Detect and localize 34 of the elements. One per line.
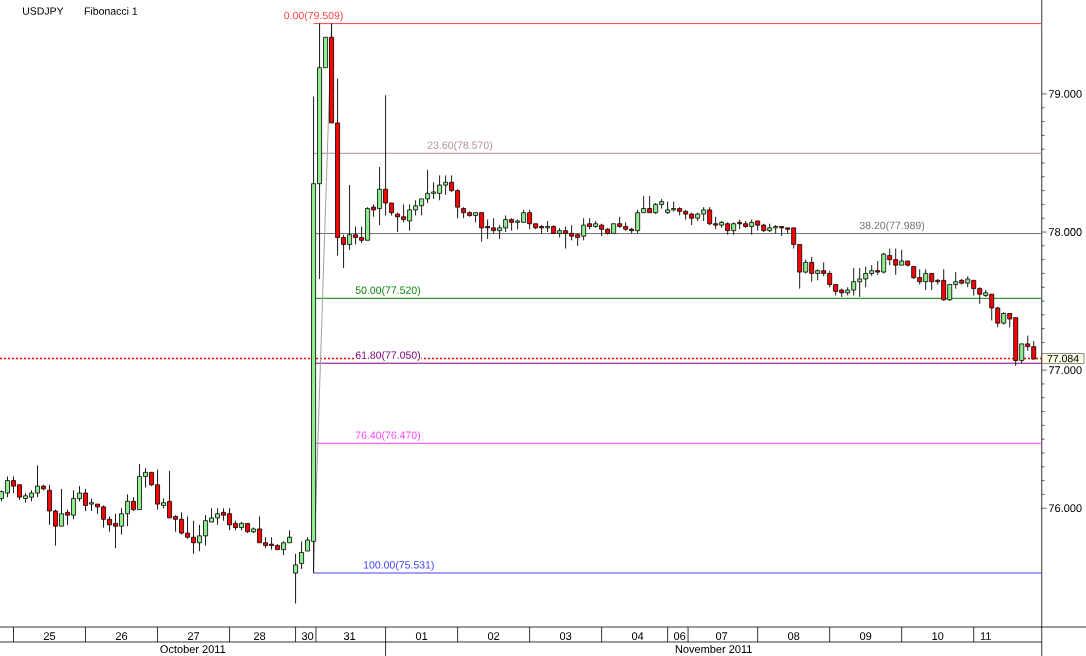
x-tick-label: 01 xyxy=(415,632,428,640)
ref-line-label: 38.20(77.989) xyxy=(859,221,925,232)
ref-line-label: 77.084 xyxy=(1047,354,1079,363)
ref-line-label: 61.80(77.050) xyxy=(355,351,421,361)
y-tick-label: 77.000 xyxy=(1048,366,1082,375)
x-tick-label: 11 xyxy=(980,632,991,640)
x-tick-label: 31 xyxy=(343,632,356,640)
x-tick-label: 04 xyxy=(631,632,644,640)
candlestick xyxy=(299,540,305,570)
x-tick-label: 07 xyxy=(715,632,728,640)
y-tick-label: 79.000 xyxy=(1048,90,1082,98)
ref-line-label: 23.60(78.570) xyxy=(427,141,493,151)
x-tick-label: 10 xyxy=(932,632,944,640)
x-tick-label: 03 xyxy=(559,632,572,640)
x-tick-label: 26 xyxy=(115,632,128,640)
ref-line-label: 76.40(76.470) xyxy=(355,431,421,441)
text: USDJPY xyxy=(23,7,64,15)
text: October 2011 xyxy=(160,644,226,654)
x-tick-label: 08 xyxy=(787,632,800,640)
x-tick-label: 06 xyxy=(673,632,686,640)
ref-line-label: 100.00(75.531) xyxy=(363,560,434,571)
x-tick-label: 02 xyxy=(487,632,500,640)
x-tick-label: 09 xyxy=(860,632,872,640)
ref-line-label: 0.00(79.509) xyxy=(284,11,343,22)
x-tick-label: 30 xyxy=(301,632,314,640)
x-tick-label: 28 xyxy=(253,632,266,640)
text: November 2011 xyxy=(675,644,752,654)
x-tick-label: 27 xyxy=(187,632,200,640)
x-tick-label: 25 xyxy=(43,632,56,640)
ref-line-label: 50.00(77.520) xyxy=(355,286,421,296)
candlestick xyxy=(293,553,299,604)
y-tick-label: 78.000 xyxy=(1048,228,1082,236)
y-tick-label: 76.000 xyxy=(1048,504,1082,513)
text: Fibonacci 1 xyxy=(84,7,138,15)
